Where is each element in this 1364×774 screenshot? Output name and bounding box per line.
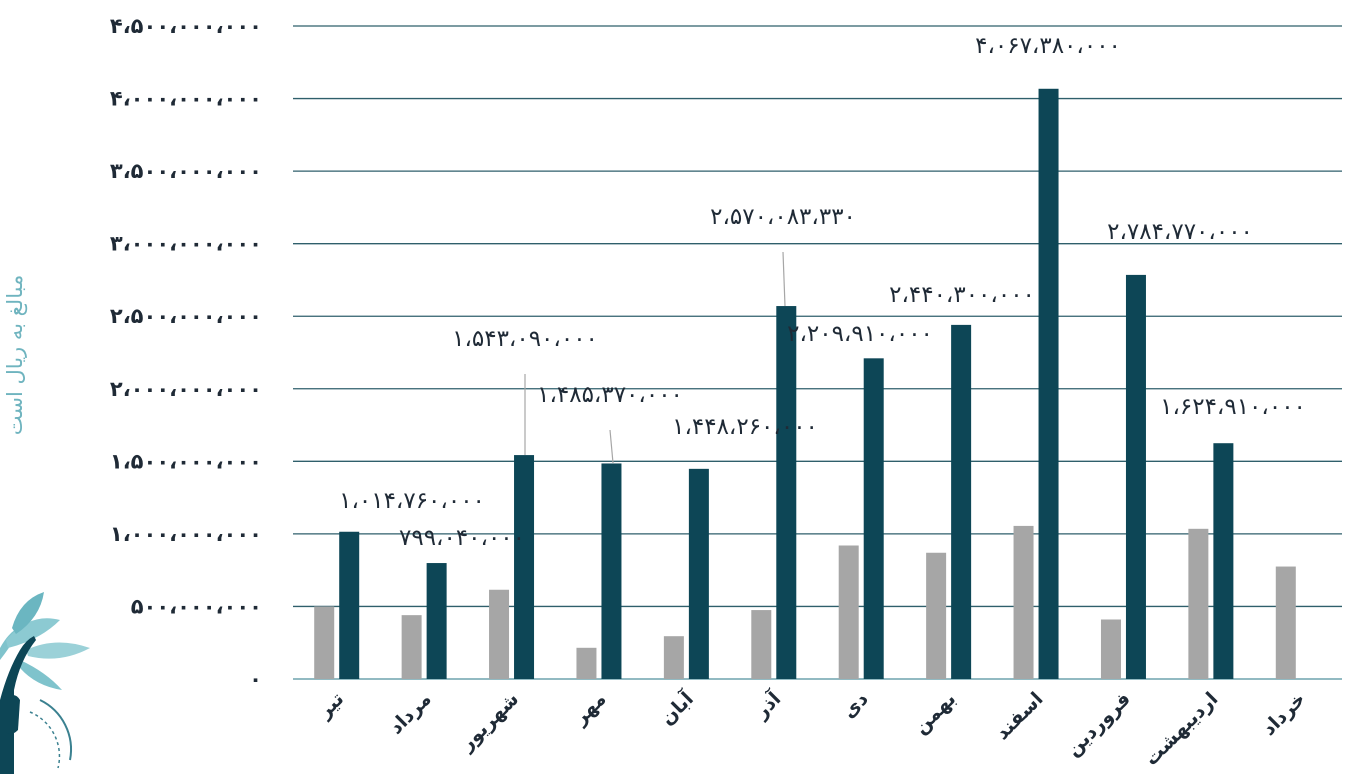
bar-dark-10 [1125,274,1146,679]
bar-dark-1 [339,531,360,679]
bar-dark-6 [776,306,797,679]
bar-dark-11 [1213,443,1234,679]
bar-grey-10 [1100,619,1121,679]
y-axis-label: مبالغ به ریال است [3,275,27,435]
data-label: ۷۹۹،۰۴۰،۰۰۰ [399,525,525,551]
x-tick-label: آبان [655,686,698,729]
y-tick-label: ۰ [249,667,262,691]
x-tick-label: خرداد [1258,688,1310,740]
data-label: ۴،۰۶۷،۳۸۰،۰۰۰ [975,33,1121,59]
bar-grey-11 [1188,528,1209,679]
data-label: ۱،۰۱۴،۷۶۰،۰۰۰ [339,488,485,514]
bar-grey-1 [314,606,335,679]
y-tick-label: ۲،۵۰۰،۰۰۰،۰۰۰ [110,304,262,328]
y-tick-label: ۱،۵۰۰،۰۰۰،۰۰۰ [110,449,262,473]
bar-grey-4 [576,647,597,679]
data-label: ۱،۴۴۸،۲۶۰،۰۰۰ [672,414,818,440]
leader-line [609,429,614,464]
x-tick-label: دی [838,688,873,723]
bar-grey-3 [489,589,510,679]
y-tick-label: ۳،۵۰۰،۰۰۰،۰۰۰ [110,159,262,183]
logo-tree-icon [0,592,90,774]
data-label: ۲،۴۴۰،۳۰۰،۰۰۰ [889,282,1035,308]
x-tick-label: مهر [569,688,611,730]
bar-dark-5 [688,468,709,679]
bar-dark-3 [514,455,535,679]
x-tick-label: شهریور [455,688,523,756]
data-label: ۱،۴۸۵،۳۷۰،۰۰۰ [537,382,683,408]
x-axis-ticks: تیر مرداد شهریور مهر آبان آذر دی بهمن اسفند فرورد… [313,686,1310,770]
bar-grey-5 [663,636,684,679]
x-tick-label: اردیبهشت [1140,688,1222,770]
y-axis-ticks: ۰ ۵۰۰،۰۰۰،۰۰۰ ۱،۰۰۰،۰۰۰،۰۰۰ ۱،۵۰۰،۰۰۰،۰۰۰ ۲،… [110,14,262,691]
bar-dark-9 [1038,88,1059,680]
bar-grey-7 [838,545,859,679]
bar-grey-12 [1275,566,1296,679]
data-label: ۱،۶۲۴،۹۱۰،۰۰۰ [1160,394,1306,420]
y-tick-label: ۴،۰۰۰،۰۰۰،۰۰۰ [110,87,262,111]
x-tick-label: اسفند [991,688,1047,744]
data-label: ۲،۷۸۴،۷۷۰،۰۰۰ [1107,219,1253,245]
bar-dark-2 [426,563,447,679]
label-leader-lines [524,251,786,464]
bar-grey-6 [751,610,772,679]
data-label: ۱،۵۴۳،۰۹۰،۰۰۰ [452,326,598,352]
bar-grey-8 [926,552,947,679]
leader-line [782,251,786,307]
x-tick-label: آذر [748,686,785,723]
y-tick-label: ۱،۰۰۰،۰۰۰،۰۰۰ [110,522,262,546]
x-tick-label: بهمن [910,688,961,739]
bar-dark-7 [863,358,884,679]
data-label: ۲،۵۷۰،۰۸۳،۳۳۰ [710,204,856,230]
bar-grey-2 [401,615,422,679]
y-tick-label: ۴،۵۰۰،۰۰۰،۰۰۰ [110,14,262,38]
bar-dark-4 [601,463,622,679]
bar-grey-9 [1013,525,1034,679]
x-tick-label: مرداد [385,688,436,739]
data-label: ۲،۲۰۹،۹۱۰،۰۰۰ [787,321,933,347]
bars [314,88,1296,680]
data-labels: ۱،۰۱۴،۷۶۰،۰۰۰ ۷۹۹،۰۴۰،۰۰۰ ۱،۵۴۳،۰۹۰،۰۰۰ ۱،۴… [339,33,1306,551]
bar-dark-8 [951,324,972,679]
gridlines [293,25,1342,680]
y-tick-label: ۳،۰۰۰،۰۰۰،۰۰۰ [110,232,262,256]
y-tick-label: ۵۰۰،۰۰۰،۰۰۰ [131,594,262,618]
y-tick-label: ۲،۰۰۰،۰۰۰،۰۰۰ [110,377,262,401]
x-tick-label: تیر [313,688,348,723]
x-tick-label: فروردین [1062,688,1135,761]
